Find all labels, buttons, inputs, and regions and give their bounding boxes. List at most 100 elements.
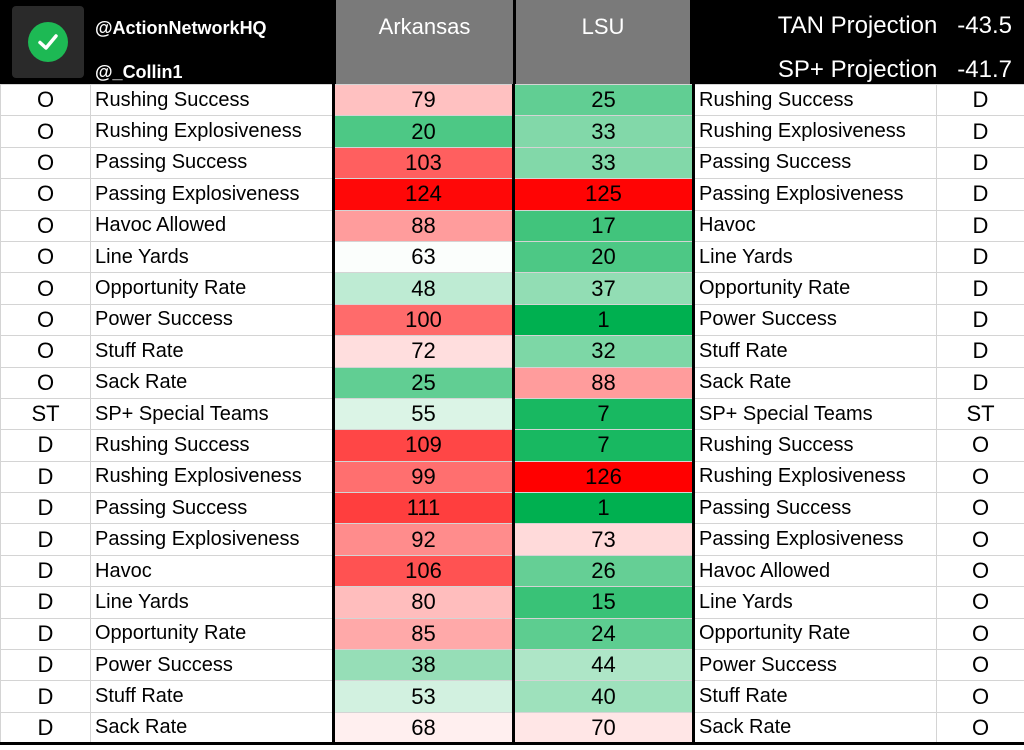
arkansas-rank-cell[interactable]: 63 xyxy=(332,240,514,274)
right-side-cell[interactable]: O xyxy=(936,429,1024,462)
right-metric-cell[interactable]: Rushing Success xyxy=(693,83,937,117)
right-side-cell[interactable]: D xyxy=(936,272,1024,305)
right-metric-cell[interactable]: Passing Success xyxy=(693,146,937,180)
right-metric-cell[interactable]: Power Success xyxy=(693,649,937,682)
right-side-cell[interactable]: D xyxy=(936,366,1024,399)
left-metric-cell[interactable]: Passing Explosiveness xyxy=(90,523,334,556)
left-metric-cell[interactable]: Sack Rate xyxy=(90,366,334,399)
arkansas-rank-cell[interactable]: 100 xyxy=(332,303,514,337)
left-side-cell[interactable]: O xyxy=(0,366,91,399)
right-side-cell[interactable]: ST xyxy=(936,397,1024,431)
right-side-cell[interactable]: O xyxy=(936,523,1024,556)
arkansas-rank-cell[interactable]: 92 xyxy=(332,523,514,556)
right-metric-cell[interactable]: Rushing Explosiveness xyxy=(693,460,937,494)
lsu-rank-cell[interactable]: 20 xyxy=(512,240,695,274)
left-metric-cell[interactable]: Rushing Success xyxy=(90,83,334,117)
arkansas-rank-cell[interactable]: 111 xyxy=(332,492,514,525)
left-side-cell[interactable]: O xyxy=(0,303,91,337)
left-side-cell[interactable]: O xyxy=(0,178,91,211)
right-metric-cell[interactable]: Line Yards xyxy=(693,240,937,274)
left-side-cell[interactable]: D xyxy=(0,429,91,462)
right-metric-cell[interactable]: Passing Success xyxy=(693,492,937,525)
lsu-rank-cell[interactable]: 88 xyxy=(512,366,695,399)
left-side-cell[interactable]: ST xyxy=(0,397,91,431)
right-side-cell[interactable]: D xyxy=(936,83,1024,117)
arkansas-rank-cell[interactable]: 99 xyxy=(332,460,514,494)
left-side-cell[interactable]: O xyxy=(0,335,91,368)
left-side-cell[interactable]: D xyxy=(0,460,91,494)
arkansas-rank-cell[interactable]: 55 xyxy=(332,397,514,431)
lsu-rank-cell[interactable]: 7 xyxy=(512,397,695,431)
lsu-rank-cell[interactable]: 17 xyxy=(512,209,695,242)
right-side-cell[interactable]: O xyxy=(936,649,1024,682)
arkansas-rank-cell[interactable]: 109 xyxy=(332,429,514,462)
arkansas-rank-cell[interactable]: 85 xyxy=(332,617,514,651)
left-metric-cell[interactable]: Stuff Rate xyxy=(90,680,334,713)
left-side-cell[interactable]: O xyxy=(0,115,91,148)
left-side-cell[interactable]: D xyxy=(0,523,91,556)
left-side-cell[interactable]: O xyxy=(0,209,91,242)
arkansas-rank-cell[interactable]: 79 xyxy=(332,83,514,117)
arkansas-rank-cell[interactable]: 68 xyxy=(332,711,514,746)
arkansas-rank-cell[interactable]: 25 xyxy=(332,366,514,399)
right-metric-cell[interactable]: Opportunity Rate xyxy=(693,272,937,305)
right-side-cell[interactable]: D xyxy=(936,146,1024,180)
lsu-rank-cell[interactable]: 33 xyxy=(512,115,695,148)
left-metric-cell[interactable]: Line Yards xyxy=(90,586,334,619)
right-metric-cell[interactable]: SP+ Special Teams xyxy=(693,397,937,431)
lsu-rank-cell[interactable]: 70 xyxy=(512,711,695,746)
left-metric-cell[interactable]: Line Yards xyxy=(90,240,334,274)
right-metric-cell[interactable]: Sack Rate xyxy=(693,711,937,746)
left-metric-cell[interactable]: Havoc xyxy=(90,554,334,588)
right-side-cell[interactable]: D xyxy=(936,209,1024,242)
left-side-cell[interactable]: O xyxy=(0,146,91,180)
left-side-cell[interactable]: D xyxy=(0,492,91,525)
lsu-rank-cell[interactable]: 40 xyxy=(512,680,695,713)
right-metric-cell[interactable]: Power Success xyxy=(693,303,937,337)
arkansas-rank-cell[interactable]: 88 xyxy=(332,209,514,242)
right-metric-cell[interactable]: Stuff Rate xyxy=(693,680,937,713)
left-metric-cell[interactable]: Power Success xyxy=(90,303,334,337)
right-side-cell[interactable]: O xyxy=(936,711,1024,746)
lsu-rank-cell[interactable]: 25 xyxy=(512,83,695,117)
arkansas-rank-cell[interactable]: 80 xyxy=(332,586,514,619)
lsu-rank-cell[interactable]: 126 xyxy=(512,460,695,494)
right-metric-cell[interactable]: Rushing Success xyxy=(693,429,937,462)
left-metric-cell[interactable]: Havoc Allowed xyxy=(90,209,334,242)
right-metric-cell[interactable]: Havoc xyxy=(693,209,937,242)
left-side-cell[interactable]: D xyxy=(0,680,91,713)
right-side-cell[interactable]: O xyxy=(936,460,1024,494)
arkansas-rank-cell[interactable]: 103 xyxy=(332,146,514,180)
left-side-cell[interactable]: D xyxy=(0,649,91,682)
left-metric-cell[interactable]: Opportunity Rate xyxy=(90,272,334,305)
left-metric-cell[interactable]: Stuff Rate xyxy=(90,335,334,368)
left-side-cell[interactable]: O xyxy=(0,272,91,305)
right-side-cell[interactable]: O xyxy=(936,554,1024,588)
right-side-cell[interactable]: O xyxy=(936,586,1024,619)
left-side-cell[interactable]: O xyxy=(0,240,91,274)
right-metric-cell[interactable]: Sack Rate xyxy=(693,366,937,399)
right-side-cell[interactable]: D xyxy=(936,303,1024,337)
left-metric-cell[interactable]: Passing Explosiveness xyxy=(90,178,334,211)
left-metric-cell[interactable]: Rushing Explosiveness xyxy=(90,460,334,494)
lsu-rank-cell[interactable]: 26 xyxy=(512,554,695,588)
lsu-rank-cell[interactable]: 1 xyxy=(512,303,695,337)
right-side-cell[interactable]: D xyxy=(936,115,1024,148)
right-side-cell[interactable]: O xyxy=(936,617,1024,651)
left-metric-cell[interactable]: Opportunity Rate xyxy=(90,617,334,651)
right-metric-cell[interactable]: Line Yards xyxy=(693,586,937,619)
left-side-cell[interactable]: D xyxy=(0,586,91,619)
lsu-rank-cell[interactable]: 7 xyxy=(512,429,695,462)
lsu-rank-cell[interactable]: 15 xyxy=(512,586,695,619)
lsu-rank-cell[interactable]: 37 xyxy=(512,272,695,305)
left-metric-cell[interactable]: Passing Success xyxy=(90,146,334,180)
arkansas-rank-cell[interactable]: 53 xyxy=(332,680,514,713)
arkansas-rank-cell[interactable]: 38 xyxy=(332,649,514,682)
lsu-rank-cell[interactable]: 44 xyxy=(512,649,695,682)
lsu-rank-cell[interactable]: 24 xyxy=(512,617,695,651)
left-metric-cell[interactable]: Rushing Explosiveness xyxy=(90,115,334,148)
right-metric-cell[interactable]: Havoc Allowed xyxy=(693,554,937,588)
left-side-cell[interactable]: O xyxy=(0,83,91,117)
arkansas-rank-cell[interactable]: 124 xyxy=(332,178,514,211)
lsu-rank-cell[interactable]: 33 xyxy=(512,146,695,180)
